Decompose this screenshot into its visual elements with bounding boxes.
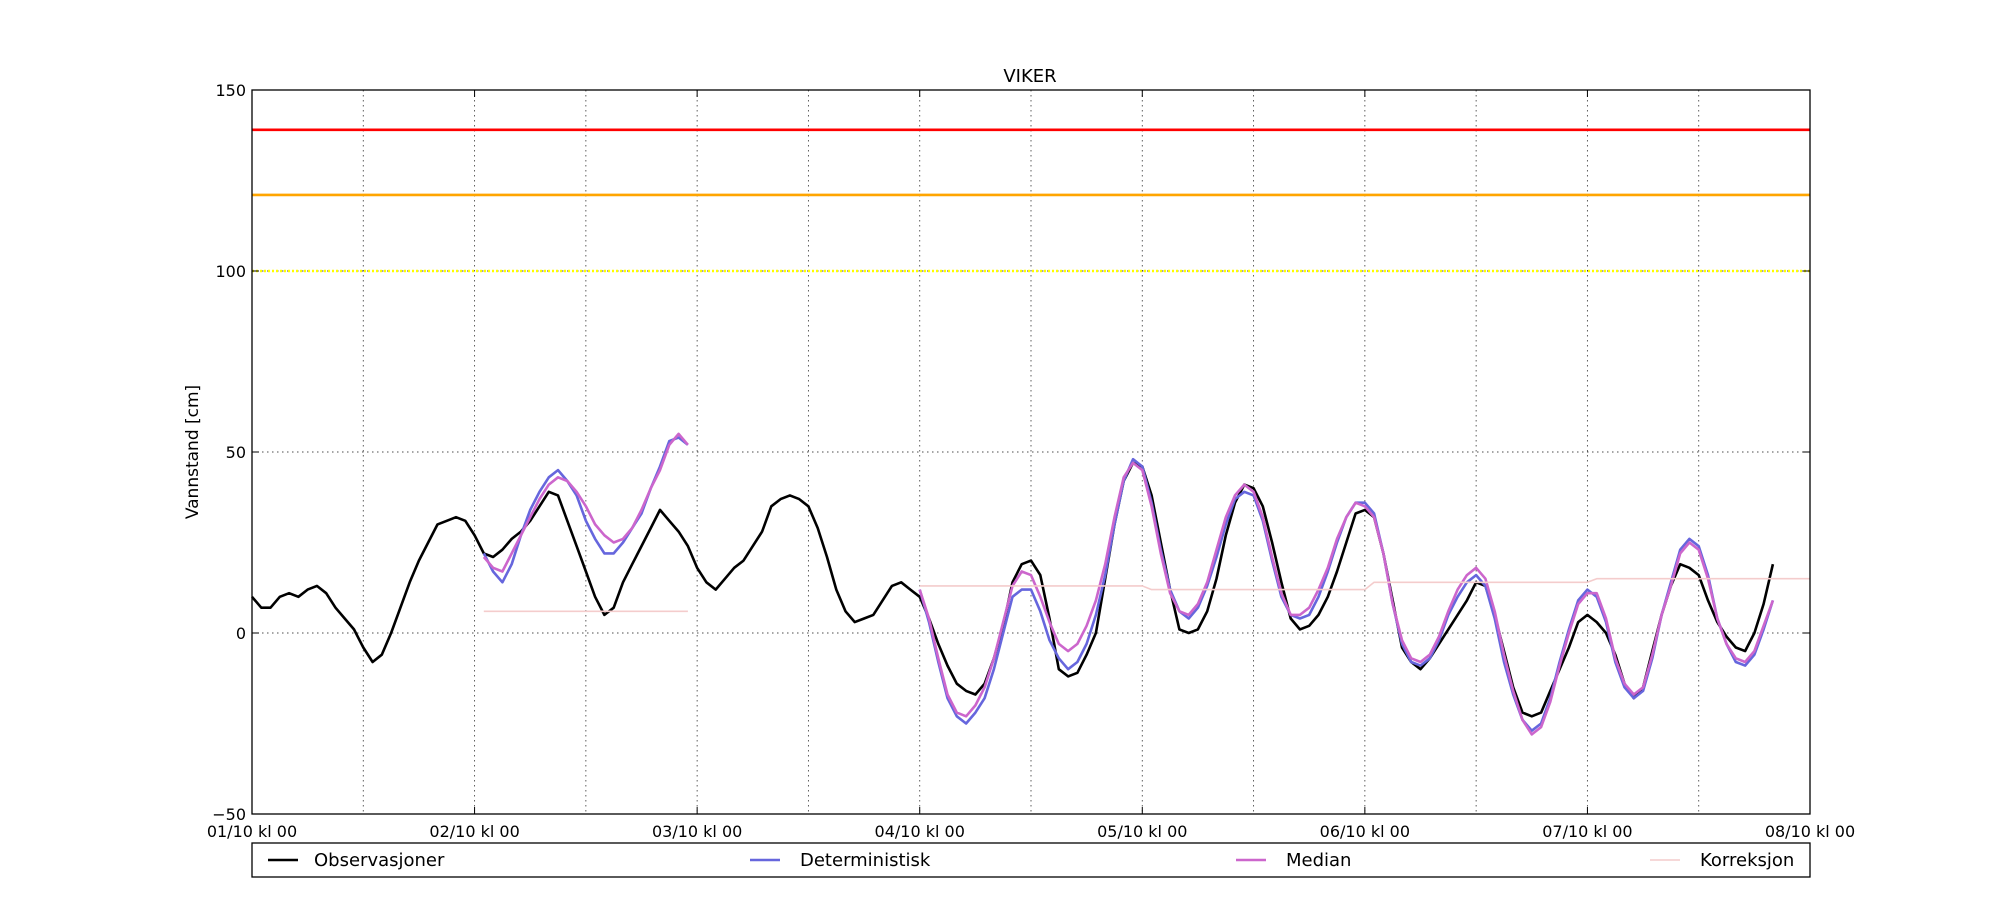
y-tick-label: −50 <box>212 805 246 824</box>
x-tick-label: 04/10 kl 00 <box>875 822 965 841</box>
series-line-median <box>482 432 1775 736</box>
x-tick-label: 08/10 kl 00 <box>1765 822 1855 841</box>
x-tick-label: 03/10 kl 00 <box>652 822 742 841</box>
threshold-lines <box>252 128 1810 273</box>
x-tick-label: 06/10 kl 00 <box>1320 822 1410 841</box>
y-tick-label: 150 <box>215 81 246 100</box>
x-tick-label: 07/10 kl 00 <box>1542 822 1632 841</box>
series-line-korreksjon <box>483 577 1810 613</box>
y-tick-label: 0 <box>236 624 246 643</box>
series-lines <box>251 432 1810 736</box>
chart-title: VIKER <box>1003 66 1056 87</box>
series-line-observasjoner <box>251 461 1775 718</box>
legend-box <box>251 842 1811 878</box>
grid-lines <box>252 90 1810 814</box>
legend-label-korreksjon: Korreksjon <box>1700 850 1794 871</box>
legend-label-deterministisk: Deterministisk <box>800 850 931 871</box>
axis-ticks: −50 0 50 100 150 01/10 kl 00 02/10 kl 00 03/10 … <box>207 81 1855 841</box>
x-tick-label: 05/10 kl 00 <box>1097 822 1187 841</box>
y-tick-label: 100 <box>215 262 246 281</box>
x-tick-label: 01/10 kl 00 <box>207 822 297 841</box>
legend-label-median: Median <box>1286 850 1351 871</box>
legend: Observasjoner Deterministisk Median Korreks… <box>268 850 1794 871</box>
x-tick-label: 02/10 kl 00 <box>429 822 519 841</box>
y-axis-label: Vannstand [cm] <box>183 385 203 519</box>
y-tick-label: 50 <box>226 443 246 462</box>
legend-label-observasjoner: Observasjoner <box>314 850 445 871</box>
